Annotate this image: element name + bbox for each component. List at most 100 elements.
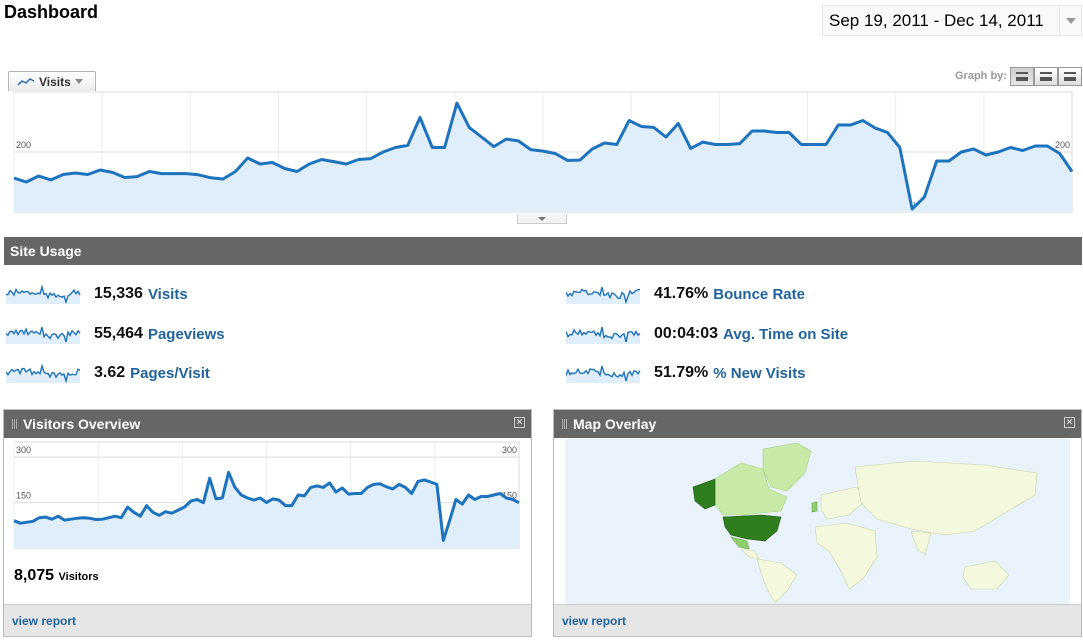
data-point[interactable] [1069,169,1075,175]
data-point[interactable] [131,509,137,515]
data-point[interactable] [409,490,415,496]
data-point[interactable] [380,149,386,155]
data-point[interactable] [516,500,522,506]
data-point[interactable] [85,172,91,178]
region-uk[interactable] [811,501,818,513]
data-point[interactable] [1020,148,1026,154]
data-point[interactable] [122,175,128,181]
data-point[interactable] [365,484,371,490]
data-point[interactable] [156,512,162,518]
data-point[interactable] [208,175,214,181]
data-point[interactable] [207,475,213,481]
data-point[interactable] [392,145,398,151]
graph-by-day-button[interactable] [1010,67,1034,86]
close-icon[interactable]: × [1064,417,1075,428]
data-point[interactable] [798,142,804,148]
data-point[interactable] [459,501,465,507]
data-point[interactable] [169,510,175,516]
data-point[interactable] [276,497,282,503]
data-point[interactable] [226,469,232,475]
data-point[interactable] [712,142,718,148]
data-point[interactable] [264,500,270,506]
region-russia-asia[interactable] [854,460,1038,536]
data-point[interactable] [405,142,411,148]
region-mexico[interactable] [730,536,750,550]
data-point[interactable] [331,159,337,165]
data-point[interactable] [93,517,99,523]
data-point[interactable] [175,507,181,513]
data-point[interactable] [333,489,339,495]
data-point[interactable] [269,160,275,166]
region-greenland[interactable] [762,442,812,492]
data-point[interactable] [396,481,402,487]
data-point[interactable] [390,486,396,492]
data-point[interactable] [60,172,66,178]
data-point[interactable] [24,519,30,525]
data-point[interactable] [909,206,915,212]
data-point[interactable] [860,118,866,124]
data-point[interactable] [200,500,206,506]
data-point[interactable] [491,492,497,498]
data-point[interactable] [11,518,17,524]
data-point[interactable] [314,483,320,489]
usage-link-new-visits[interactable]: % New Visits [713,364,806,382]
data-point[interactable] [626,118,632,124]
data-point[interactable] [454,100,460,106]
region-alaska[interactable] [692,478,716,510]
data-point[interactable] [983,152,989,158]
data-point[interactable] [73,170,79,176]
data-point[interactable] [134,174,140,180]
data-point[interactable] [146,169,152,175]
drag-grip-icon[interactable] [12,419,17,429]
data-point[interactable] [811,142,817,148]
data-point[interactable] [159,171,165,177]
data-point[interactable] [194,497,200,503]
usage-link-pageviews[interactable]: Pageviews [147,325,225,343]
data-point[interactable] [565,157,571,163]
data-point[interactable] [320,484,326,490]
data-point[interactable] [327,480,333,486]
data-point[interactable] [577,157,583,163]
data-point[interactable] [346,491,352,497]
data-point[interactable] [995,149,1001,155]
data-point[interactable] [368,156,374,162]
usage-link-avg-time[interactable]: Avg. Time on Site [723,325,849,343]
data-point[interactable] [447,518,453,524]
data-point[interactable] [478,494,484,500]
data-point[interactable] [257,495,263,501]
data-point[interactable] [109,169,115,175]
data-point[interactable] [355,157,361,163]
data-point[interactable] [308,484,314,490]
data-point[interactable] [257,161,263,167]
data-point[interactable] [540,148,546,154]
data-point[interactable] [638,124,644,130]
drag-grip-icon[interactable] [562,419,567,429]
data-point[interactable] [80,515,86,521]
data-point[interactable] [466,124,472,130]
data-point[interactable] [503,495,509,501]
data-point[interactable] [97,167,103,173]
data-point[interactable] [528,147,534,153]
data-point[interactable] [823,142,829,148]
data-point[interactable] [245,155,251,161]
data-point[interactable] [343,161,349,167]
date-range-dropdown[interactable] [1059,6,1081,35]
data-point[interactable] [112,513,118,519]
data-point[interactable] [36,173,42,179]
data-point[interactable] [294,169,300,175]
data-point[interactable] [232,484,238,490]
data-point[interactable] [761,128,767,134]
data-point[interactable] [17,520,23,526]
data-point[interactable] [417,115,423,121]
data-point[interactable] [651,124,657,130]
graph-by-month-button[interactable] [1058,67,1082,86]
data-point[interactable] [87,515,93,521]
data-point[interactable] [289,503,295,509]
data-point[interactable] [282,166,288,172]
view-report-link[interactable]: view report [12,613,77,628]
region-united-states[interactable] [722,514,782,542]
data-point[interactable] [503,136,509,142]
data-point[interactable] [589,146,595,152]
data-point[interactable] [11,175,17,181]
data-point[interactable] [484,494,490,500]
